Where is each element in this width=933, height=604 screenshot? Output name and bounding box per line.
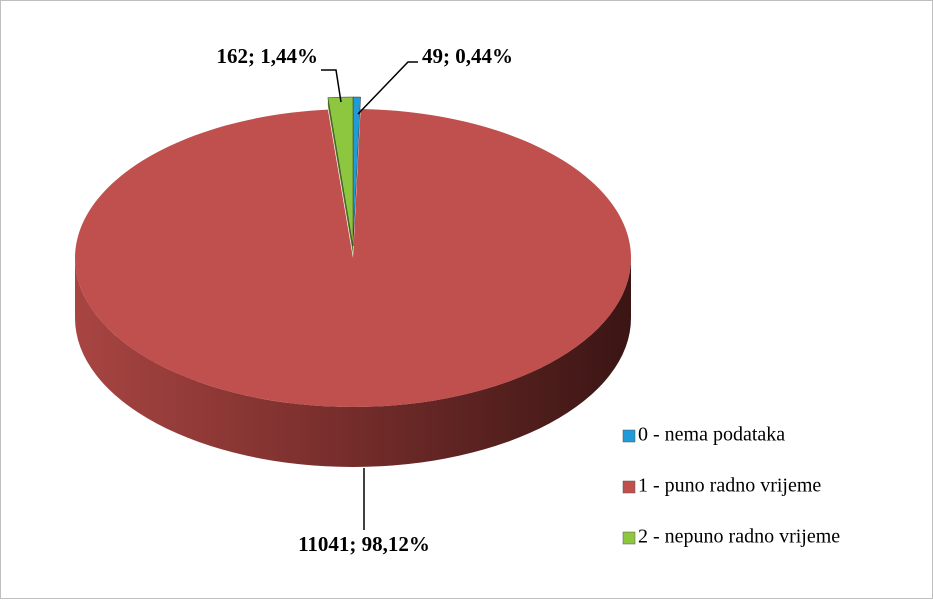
legend-swatch bbox=[622, 429, 636, 443]
leader-line bbox=[357, 61, 418, 115]
legend-label: 0 - nema podataka bbox=[638, 424, 785, 446]
leader-line bbox=[321, 69, 342, 103]
pie bbox=[75, 96, 632, 467]
legend-label: 2 - nepuno radno vrijeme bbox=[638, 526, 840, 548]
pie-slice bbox=[75, 109, 632, 407]
legend-swatch bbox=[622, 531, 636, 545]
legend: 0 - nema podataka 1 - puno radno vrijeme 2… bbox=[622, 424, 840, 548]
data-label: 162; 1,44% bbox=[217, 44, 319, 68]
legend-swatch bbox=[622, 480, 636, 494]
data-label: 11041; 98,12% bbox=[298, 532, 430, 556]
data-label: 49; 0,44% bbox=[422, 44, 513, 68]
pie-slice-side bbox=[75, 258, 631, 467]
pie-slice-edge bbox=[327, 97, 353, 254]
legend-label: 1 - puno radno vrijeme bbox=[638, 475, 821, 497]
